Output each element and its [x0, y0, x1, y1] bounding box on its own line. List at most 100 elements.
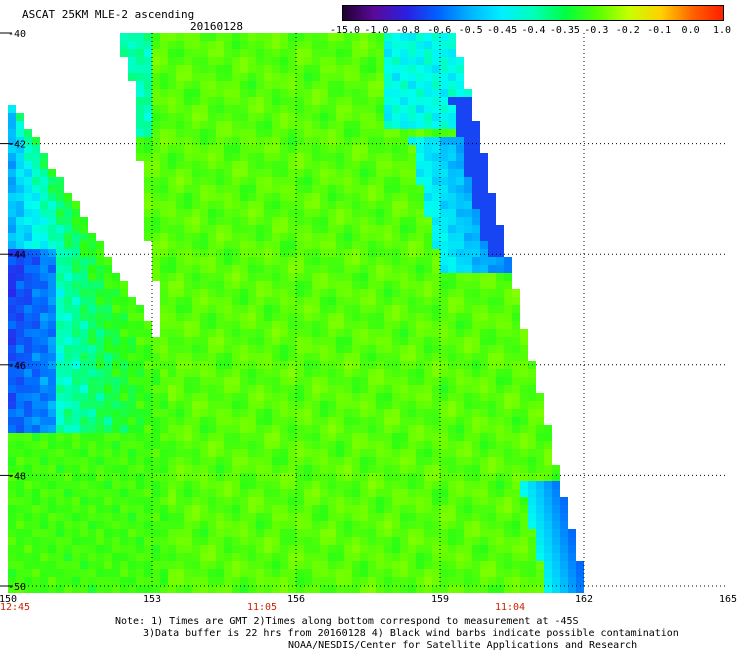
wind-cell	[176, 497, 184, 505]
wind-cell	[80, 537, 88, 545]
wind-cell	[312, 73, 320, 81]
wind-cell	[408, 153, 416, 161]
wind-cell	[16, 297, 24, 305]
wind-cell	[320, 481, 328, 489]
wind-cell	[248, 505, 256, 513]
wind-cell	[232, 537, 240, 545]
wind-cell	[104, 385, 112, 393]
wind-cell	[80, 313, 88, 321]
wind-cell	[376, 57, 384, 65]
wind-cell	[408, 121, 416, 129]
wind-cell	[168, 585, 176, 593]
wind-cell	[504, 273, 512, 281]
wind-cell	[424, 201, 432, 209]
wind-cell	[160, 81, 168, 89]
wind-cell	[448, 561, 456, 569]
wind-cell	[344, 409, 352, 417]
wind-cell	[384, 241, 392, 249]
wind-cell	[24, 129, 32, 137]
wind-cell	[256, 473, 264, 481]
wind-cell	[576, 577, 584, 585]
wind-cell	[400, 489, 408, 497]
wind-cell	[288, 385, 296, 393]
wind-cell	[248, 353, 256, 361]
wind-cell	[280, 81, 288, 89]
wind-cell	[536, 489, 544, 497]
wind-cell	[112, 465, 120, 473]
wind-cell	[296, 105, 304, 113]
wind-cell	[152, 121, 160, 129]
wind-cell	[288, 257, 296, 265]
wind-cell	[280, 577, 288, 585]
wind-cell	[72, 273, 80, 281]
wind-cell	[336, 441, 344, 449]
wind-cell	[456, 425, 464, 433]
wind-cell	[416, 473, 424, 481]
wind-cell	[480, 353, 488, 361]
wind-cell	[104, 265, 112, 273]
wind-cell	[168, 297, 176, 305]
wind-cell	[368, 505, 376, 513]
wind-cell	[264, 377, 272, 385]
wind-cell	[232, 225, 240, 233]
wind-cell	[392, 217, 400, 225]
wind-cell	[208, 265, 216, 273]
wind-cell	[208, 257, 216, 265]
wind-cell	[320, 33, 328, 41]
wind-cell	[480, 457, 488, 465]
wind-cell	[208, 249, 216, 257]
wind-cell	[64, 313, 72, 321]
wind-cell	[520, 553, 528, 561]
wind-cell	[248, 169, 256, 177]
wind-cell	[272, 305, 280, 313]
wind-cell	[480, 249, 488, 257]
wind-cell	[232, 65, 240, 73]
wind-cell	[264, 97, 272, 105]
wind-cell	[392, 49, 400, 57]
wind-cell	[256, 345, 264, 353]
wind-cell	[336, 185, 344, 193]
wind-cell	[184, 569, 192, 577]
wind-cell	[320, 249, 328, 257]
wind-cell	[312, 89, 320, 97]
wind-cell	[336, 577, 344, 585]
wind-cell	[248, 241, 256, 249]
wind-cell	[144, 433, 152, 441]
wind-cell	[520, 473, 528, 481]
wind-cell	[160, 585, 168, 593]
wind-cell	[200, 137, 208, 145]
wind-cell	[328, 73, 336, 81]
wind-cell	[424, 561, 432, 569]
wind-cell	[384, 65, 392, 73]
wind-cell	[416, 561, 424, 569]
wind-cell	[40, 265, 48, 273]
wind-cell	[240, 377, 248, 385]
wind-cell	[16, 353, 24, 361]
wind-cell	[192, 377, 200, 385]
wind-cell	[464, 569, 472, 577]
wind-cell	[80, 217, 88, 225]
wind-cell	[232, 577, 240, 585]
wind-cell	[296, 497, 304, 505]
wind-cell	[24, 185, 32, 193]
wind-cell	[416, 481, 424, 489]
wind-cell	[184, 201, 192, 209]
wind-cell	[528, 489, 536, 497]
wind-cell	[184, 305, 192, 313]
wind-cell	[224, 345, 232, 353]
wind-cell	[480, 393, 488, 401]
wind-cell	[472, 545, 480, 553]
wind-cell	[520, 377, 528, 385]
wind-cell	[304, 289, 312, 297]
wind-cell	[376, 321, 384, 329]
wind-cell	[464, 185, 472, 193]
wind-cell	[392, 81, 400, 89]
wind-cell	[240, 265, 248, 273]
wind-cell	[368, 409, 376, 417]
wind-cell	[480, 377, 488, 385]
wind-cell	[416, 145, 424, 153]
wind-cell	[232, 313, 240, 321]
wind-cell	[288, 49, 296, 57]
wind-cell	[8, 401, 16, 409]
wind-cell	[104, 313, 112, 321]
